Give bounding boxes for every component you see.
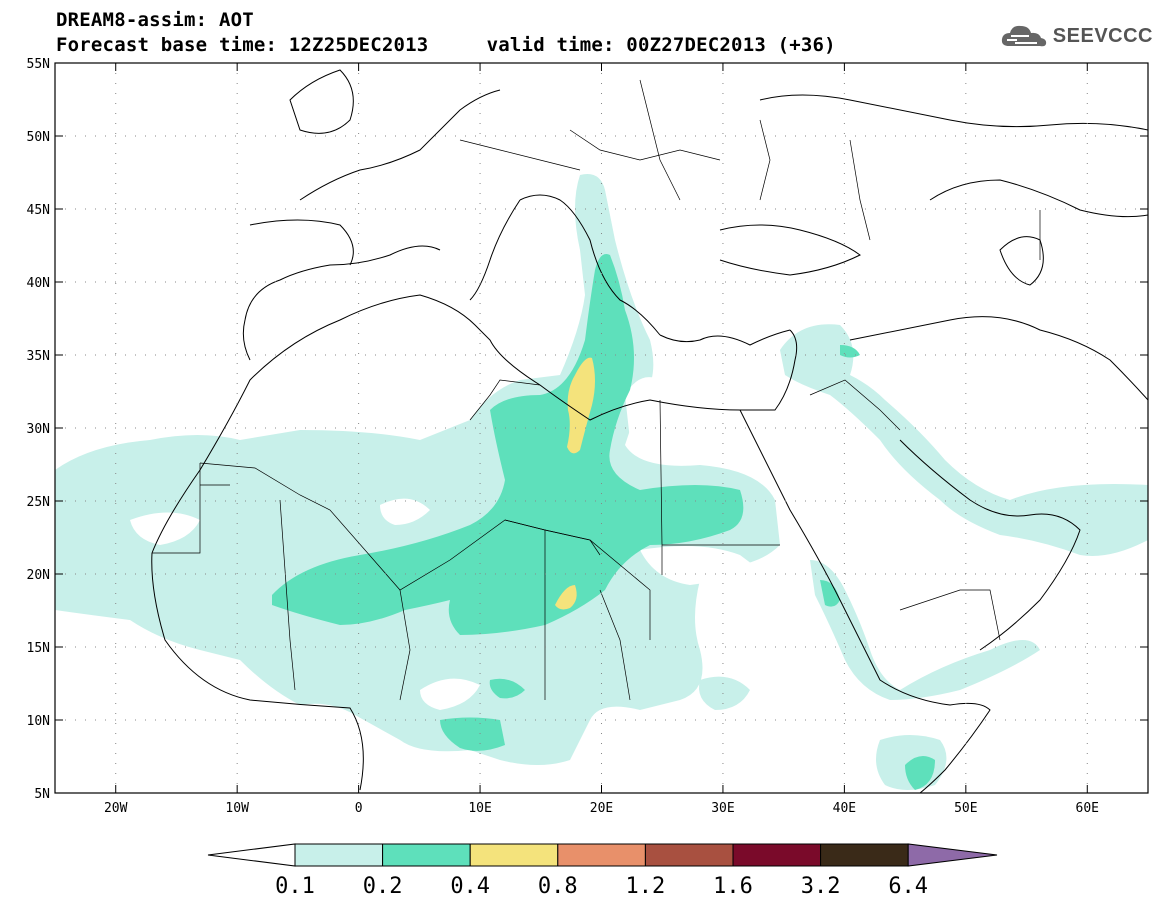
lon-label: 30E — [711, 801, 734, 816]
country-borders — [152, 79, 1041, 701]
longitude-labels: 20W 10W 0 10E 20E 30E 40E 50E 60E — [104, 801, 1099, 816]
seevccc-logo: SEEVCCC — [999, 22, 1153, 50]
coastlines — [151, 69, 1148, 793]
lon-label: 40E — [833, 801, 856, 816]
legend-color-boxes — [207, 843, 998, 867]
lat-label: 5N — [34, 787, 50, 802]
graticule — [55, 63, 1148, 793]
aot-0-2-region — [272, 254, 935, 790]
lon-label: 10E — [468, 801, 491, 816]
lat-label: 45N — [27, 203, 50, 218]
lat-label: 25N — [27, 495, 50, 510]
legend-label: 0.4 — [450, 874, 490, 899]
lat-label: 10N — [27, 714, 50, 729]
legend-swatch — [644, 843, 734, 867]
legend-min-arrow — [207, 843, 296, 867]
legend-labels: 0.1 0.2 0.4 0.8 1.2 1.6 3.2 6.4 — [275, 874, 928, 899]
lat-label: 40N — [27, 276, 50, 291]
legend-swatch — [820, 843, 909, 867]
map-title: DREAM8-assim: AOT — [56, 9, 254, 31]
lat-label: 15N — [27, 641, 50, 656]
lat-label: 50N — [27, 130, 50, 145]
legend-swatch — [557, 843, 646, 867]
logo-text: SEEVCCC — [1052, 24, 1153, 47]
legend-label: 3.2 — [801, 874, 841, 899]
cloud-icon — [1001, 25, 1046, 47]
map-canvas — [55, 63, 1148, 793]
aot-0-4-region — [555, 357, 595, 610]
latitude-labels: 55N 50N 45N 40N 35N 30N 25N 20N 15N 10N 5N — [27, 57, 50, 802]
lon-label: 50E — [954, 801, 977, 816]
legend-swatch — [382, 843, 471, 867]
legend-label: 1.2 — [626, 874, 666, 899]
lon-label: 20W — [104, 801, 128, 816]
lon-label: 0 — [355, 801, 363, 816]
longitude-ticks — [115, 63, 1088, 793]
legend-label: 0.8 — [538, 874, 578, 899]
legend-swatch — [294, 843, 384, 867]
lon-label: 10W — [225, 801, 249, 816]
legend-swatch — [732, 843, 822, 867]
legend-label: 6.4 — [888, 874, 928, 899]
forecast-time-subtitle: Forecast base time: 12Z25DEC2013 valid t… — [56, 34, 836, 56]
lon-label: 60E — [1076, 801, 1099, 816]
lat-label: 55N — [27, 57, 50, 72]
lat-label: 30N — [27, 422, 50, 437]
legend-label: 0.1 — [275, 874, 315, 899]
latitude-ticks — [55, 62, 1148, 794]
legend-label: 1.6 — [713, 874, 753, 899]
lon-label: 20E — [590, 801, 613, 816]
legend-max-arrow — [907, 843, 998, 867]
legend-swatch — [469, 843, 559, 867]
lat-label: 20N — [27, 568, 50, 583]
legend-label: 0.2 — [363, 874, 403, 899]
lat-label: 35N — [27, 349, 50, 364]
